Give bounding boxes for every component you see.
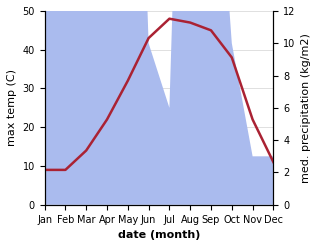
Y-axis label: max temp (C): max temp (C) [7,69,17,146]
Y-axis label: med. precipitation (kg/m2): med. precipitation (kg/m2) [301,33,311,183]
X-axis label: date (month): date (month) [118,230,200,240]
